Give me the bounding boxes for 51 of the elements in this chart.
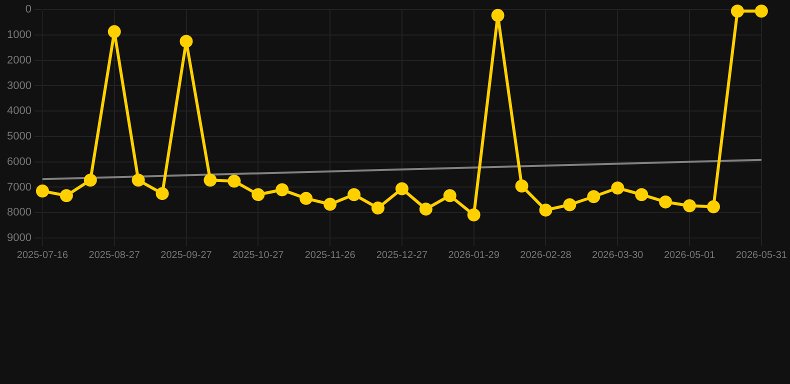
point	[371, 202, 384, 215]
point	[635, 188, 648, 202]
x-tick-label: 2025-07-16	[16, 250, 68, 261]
point	[563, 198, 576, 212]
y-tick-label: 4000	[6, 105, 32, 118]
point	[395, 182, 408, 196]
x-tick-label: 2026-01-29	[448, 250, 500, 261]
point	[706, 200, 720, 214]
point	[754, 4, 768, 18]
y-tick-label: 7000	[6, 181, 32, 194]
point	[108, 25, 121, 38]
point	[276, 183, 289, 196]
point	[611, 182, 624, 195]
point	[300, 192, 313, 205]
point	[324, 198, 337, 211]
point	[348, 188, 361, 202]
y-tick-label: 2000	[6, 54, 32, 66]
point	[443, 189, 456, 202]
y-tick-label: 3000	[6, 80, 32, 92]
point	[419, 202, 432, 216]
point	[730, 4, 744, 18]
point	[467, 208, 480, 222]
y-tick-label: 9000	[6, 232, 32, 244]
point	[60, 189, 73, 202]
y-tick-label: 8000	[6, 206, 32, 219]
x-tick-label: 2026-05-01	[664, 250, 716, 261]
point	[539, 204, 552, 217]
point	[659, 195, 672, 208]
y-tick-label: 5000	[6, 130, 32, 143]
point	[132, 174, 145, 187]
x-tick-label: 2026-02-28	[520, 250, 572, 261]
point	[204, 174, 217, 187]
x-tick-label: 2025-11-26	[304, 250, 356, 261]
x-tick-label: 2025-08-27	[88, 250, 140, 261]
x-tick-label: 2026-05-31	[736, 250, 788, 261]
point	[156, 187, 169, 200]
y-tick-label: 6000	[6, 156, 32, 168]
point	[84, 174, 97, 187]
x-tick-label: 2025-12-27	[376, 250, 428, 261]
x-tick-label: 2025-10-27	[232, 250, 284, 261]
x-tick-label: 2026-03-30	[592, 250, 644, 261]
x-tick-label: 2025-09-27	[160, 250, 212, 261]
y-tick-label: 0	[25, 4, 32, 16]
point	[683, 199, 696, 212]
point	[587, 190, 600, 204]
point	[515, 179, 528, 192]
point	[228, 174, 241, 188]
point	[180, 34, 193, 48]
point	[252, 188, 265, 202]
y-tick-label: 1000	[6, 29, 32, 42]
point	[491, 8, 504, 22]
